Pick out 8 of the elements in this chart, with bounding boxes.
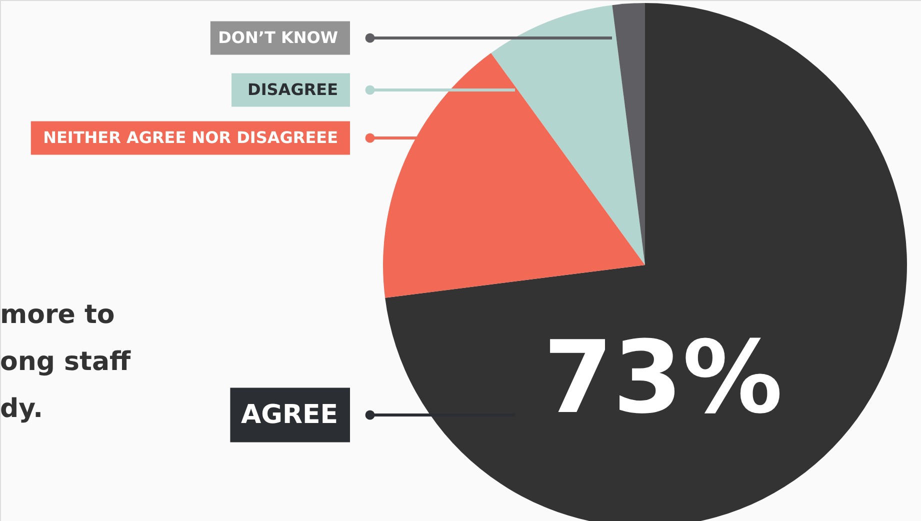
text: ong staff <box>0 347 132 377</box>
legend-label: DON’T KNOW <box>218 28 338 47</box>
text: dy. <box>0 394 44 424</box>
legend-label: NEITHER AGREE NOR DISAGREEE <box>43 128 338 147</box>
text: more to <box>0 300 115 330</box>
legend-label: DISAGREE <box>248 80 338 99</box>
data-label: 73% <box>543 319 783 436</box>
legend-label: AGREE <box>240 400 338 430</box>
